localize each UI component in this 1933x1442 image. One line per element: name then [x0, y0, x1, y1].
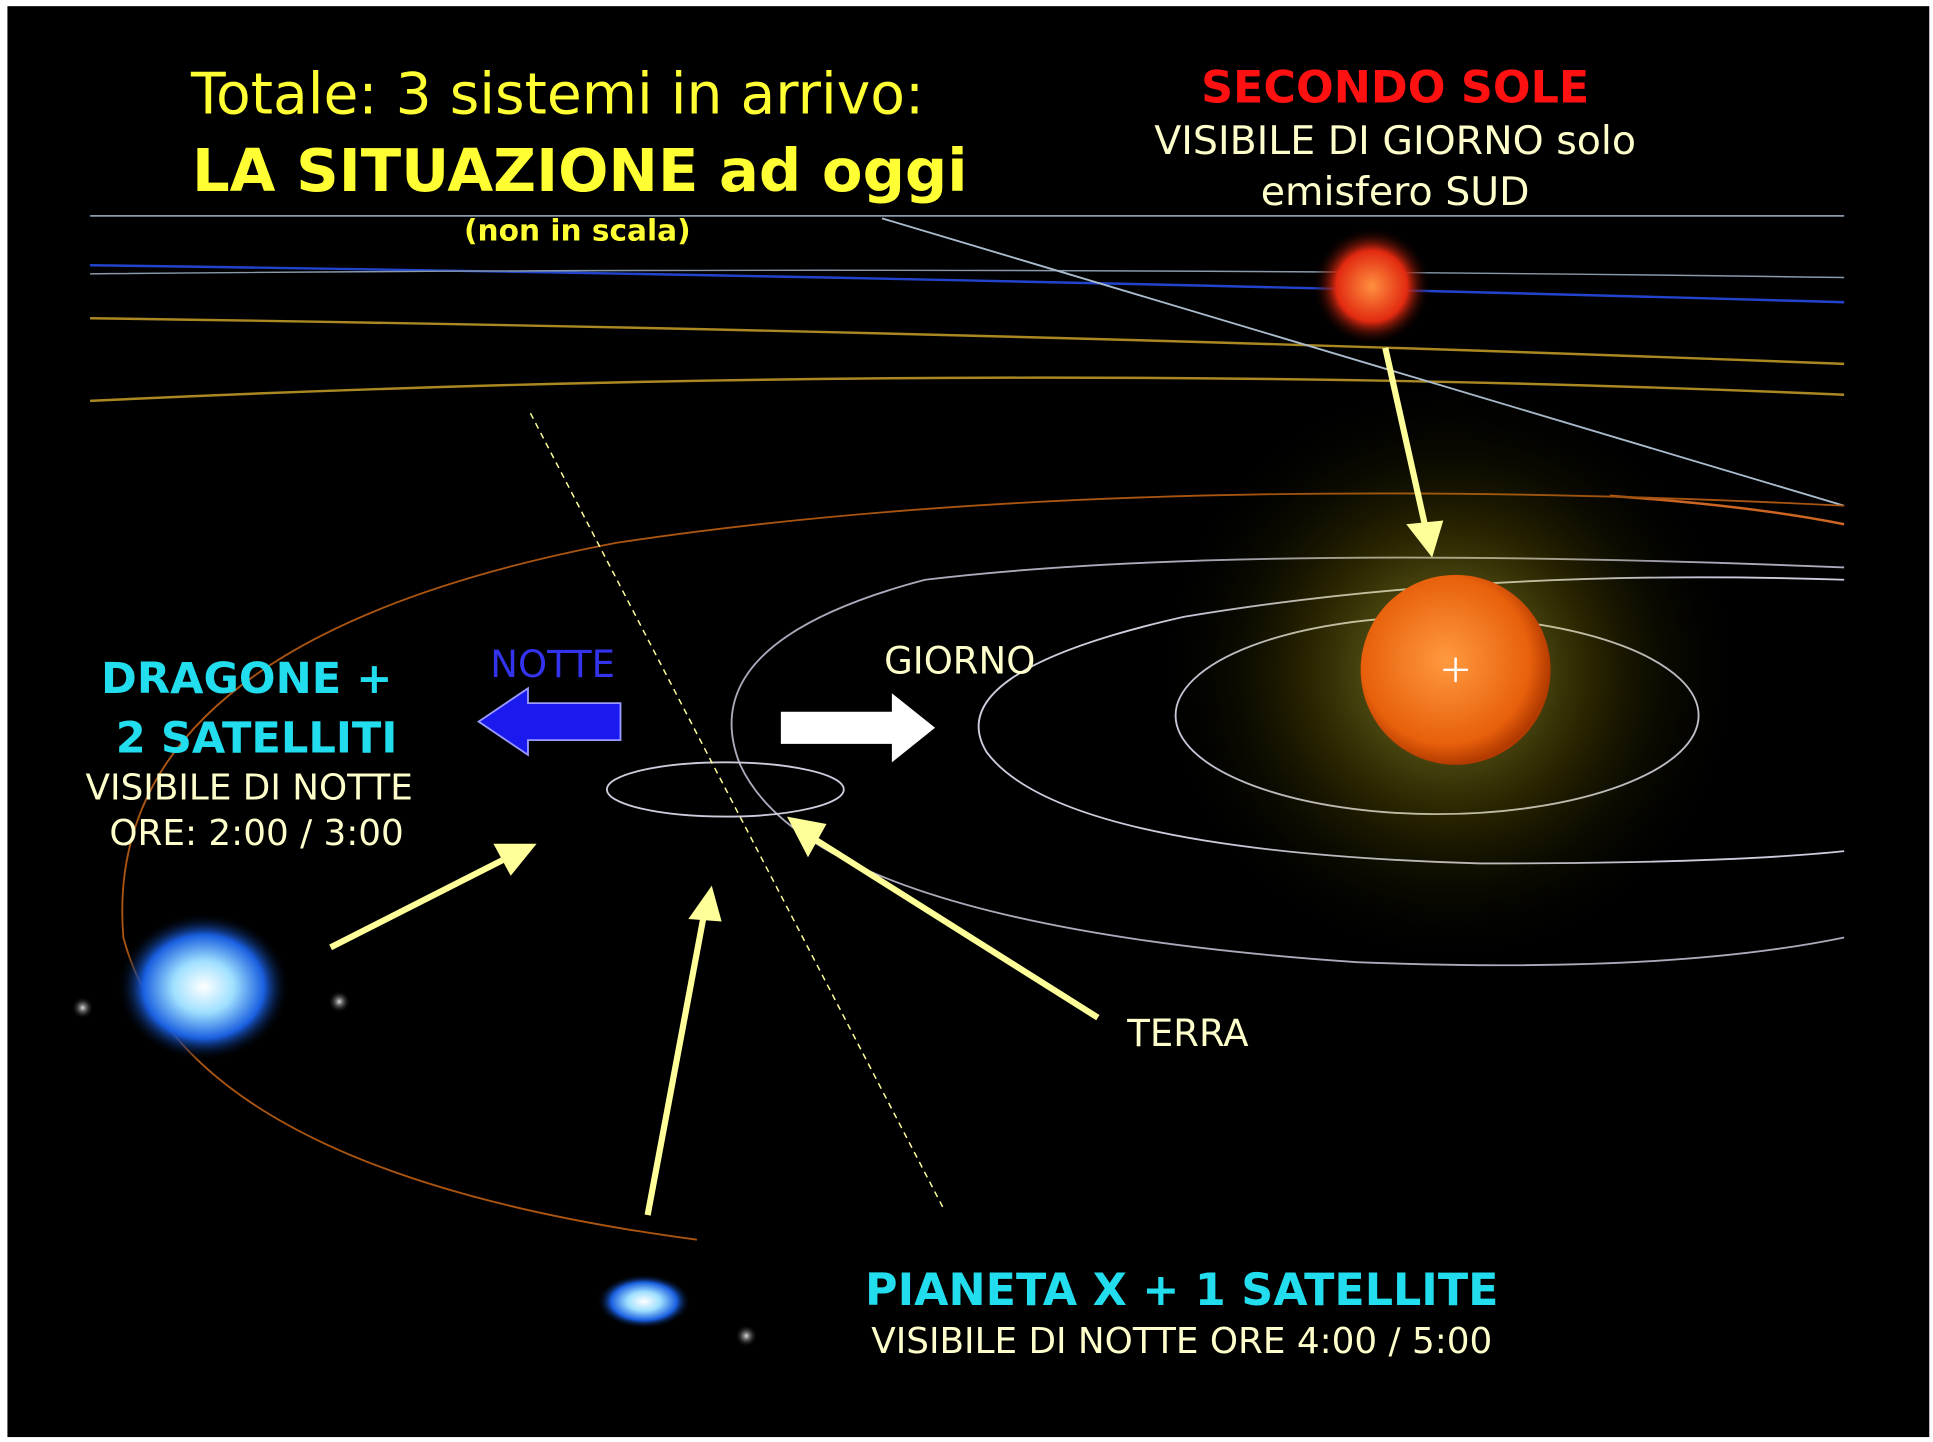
- pointer-arrows: [329, 347, 1444, 1216]
- dragone-line1: DRAGONE +: [101, 654, 392, 704]
- dragone-line2: 2 SATELLITI: [116, 713, 398, 763]
- title-line1: Totale: 3 sistemi in arrivo:: [190, 61, 924, 127]
- satellite: [328, 990, 351, 1013]
- title-note: (non in scala): [464, 214, 691, 248]
- pianeta-line1: PIANETA X + 1 SATELLITE: [865, 1265, 1498, 1316]
- second-sun: [1312, 226, 1431, 346]
- second-sun-title: SECONDO SOLE: [1201, 62, 1589, 113]
- title-line2: LA SITUAZIONE ad oggi: [192, 136, 968, 205]
- pianeta-line2: VISIBILE DI NOTTE ORE 4:00 / 5:00: [871, 1321, 1492, 1362]
- sun-cross: [1443, 657, 1468, 683]
- second-sun-line2: emisfero SUD: [1261, 169, 1530, 215]
- dragone-line3: VISIBILE DI NOTTE: [86, 767, 413, 808]
- notte-label: NOTTE: [490, 643, 615, 686]
- terra-label: TERRA: [1126, 1012, 1248, 1055]
- giorno-label: GIORNO: [884, 640, 1035, 683]
- second-sun-line1: VISIBILE DI GIORNO solo: [1154, 118, 1636, 164]
- satellite: [735, 1324, 758, 1348]
- pianeta-x: [597, 1274, 691, 1329]
- dragone-planet: [117, 912, 290, 1061]
- notte-arrow: [476, 686, 622, 757]
- satellite: [71, 996, 94, 1019]
- texts: Totale: 3 sistemi in arrivo: LA SITUAZIO…: [86, 61, 1636, 1362]
- giorno-arrow: [780, 693, 936, 763]
- dragone-line4: ORE: 2:00 / 3:00: [109, 813, 403, 854]
